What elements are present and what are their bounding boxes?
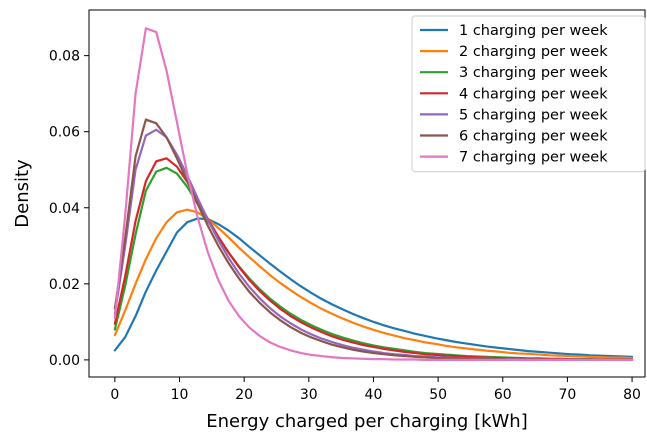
y-axis-label: Density <box>12 159 33 228</box>
series-line-7 <box>113 27 634 361</box>
legend-label: 5 charging per week <box>459 107 608 123</box>
y-axis-ticks: 0.00 0.02 0.04 0.06 0.08 <box>49 49 89 369</box>
legend-label: 6 charging per week <box>459 129 608 145</box>
x-axis-ticks: 0 10 20 30 40 50 60 70 80 <box>110 377 641 403</box>
legend-label: 1 charging per week <box>459 23 608 39</box>
x-tick-label: 20 <box>235 387 253 403</box>
x-tick-label: 80 <box>623 387 641 403</box>
x-axis-label: Energy charged per charging [kWh] <box>206 411 528 432</box>
x-tick-label: 50 <box>429 387 447 403</box>
legend: 1 charging per week 2 charging per week 3 … <box>411 15 646 173</box>
x-tick-label: 40 <box>365 387 383 403</box>
y-tick-label: 0.00 <box>49 353 80 369</box>
legend-box <box>411 15 646 173</box>
series-layer <box>113 27 634 361</box>
x-tick-label: 10 <box>171 387 189 403</box>
x-tick-label: 0 <box>110 387 119 403</box>
y-tick-label: 0.08 <box>49 49 80 65</box>
axes-layer <box>88 9 646 378</box>
legend-label: 4 charging per week <box>459 86 608 102</box>
series-line-1 <box>113 217 634 358</box>
series-line-2 <box>113 208 634 360</box>
x-tick-label: 30 <box>300 387 318 403</box>
y-tick-label: 0.02 <box>49 277 80 293</box>
y-tick-label: 0.04 <box>49 201 80 217</box>
legend-label: 7 charging per week <box>459 150 608 166</box>
x-tick-label: 60 <box>494 387 512 403</box>
plot-frame <box>88 9 646 378</box>
y-tick-label: 0.06 <box>49 125 80 141</box>
legend-label: 2 charging per week <box>459 44 608 60</box>
x-tick-label: 70 <box>559 387 577 403</box>
legend-label: 3 charging per week <box>459 65 608 81</box>
